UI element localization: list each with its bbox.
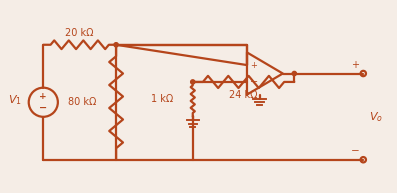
Circle shape [114, 43, 118, 47]
Text: +: + [39, 92, 47, 101]
Text: $V_1$: $V_1$ [8, 93, 22, 107]
Text: −: − [250, 77, 258, 87]
Text: −: − [351, 146, 359, 156]
Text: +: + [250, 61, 257, 69]
Text: 20 kΩ: 20 kΩ [66, 28, 94, 38]
Text: 1 kΩ: 1 kΩ [150, 94, 173, 104]
Circle shape [191, 80, 195, 84]
Text: +: + [351, 60, 359, 70]
Text: $V_o$: $V_o$ [369, 110, 383, 124]
Circle shape [292, 71, 297, 76]
Text: 24 kΩ: 24 kΩ [229, 90, 258, 100]
Text: 80 kΩ: 80 kΩ [68, 97, 96, 107]
Text: −: − [39, 103, 47, 113]
